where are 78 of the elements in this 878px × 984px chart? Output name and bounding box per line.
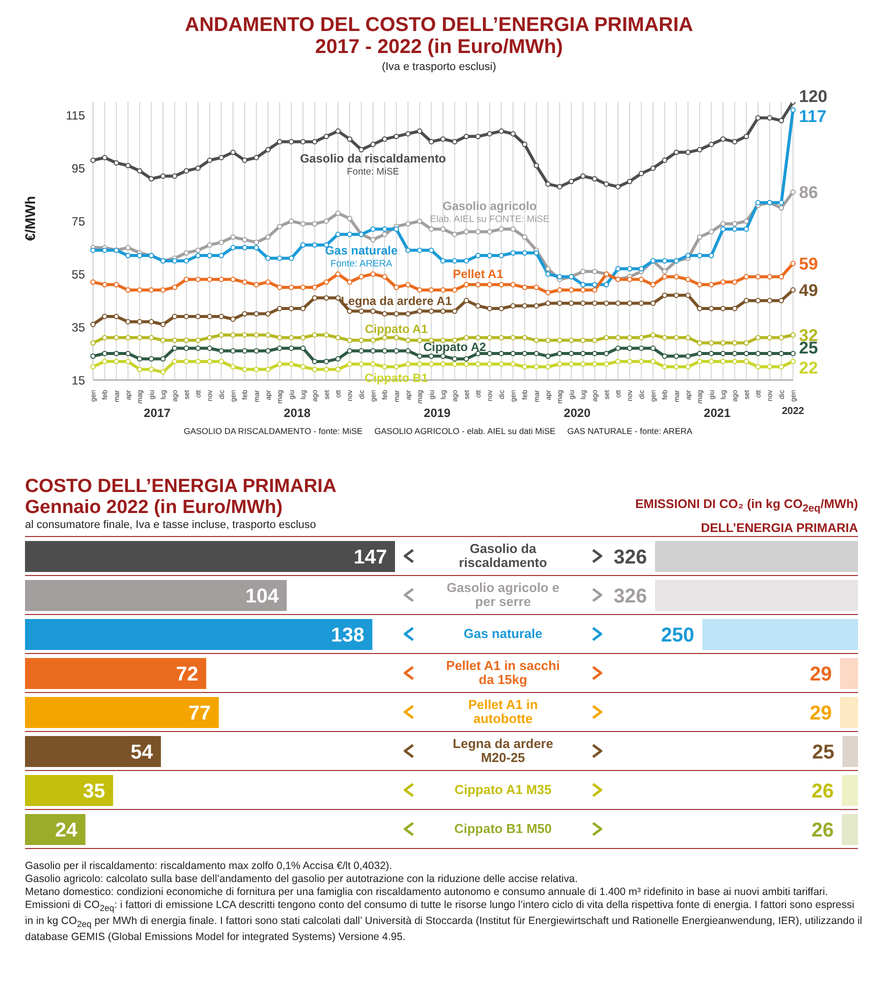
y-tick-label: 15 xyxy=(72,373,86,388)
bar xyxy=(842,814,858,845)
y-tick-label: Gas naturale xyxy=(462,626,544,641)
data-label: 326 xyxy=(614,546,647,569)
bar xyxy=(655,580,858,611)
bar xyxy=(25,814,86,845)
chart-title: EMISSIONI DI CO₂ (in kg CO$_{2eq}$/MWh) DELL’ENERGIA PRIMARIA xyxy=(634,496,858,536)
data-label: 117 xyxy=(799,106,826,126)
y-tick-label: 35 xyxy=(72,320,86,334)
bar xyxy=(840,658,858,689)
y-tick-label: Pellet A1 in sacchi da 15kg xyxy=(445,658,561,687)
series-label: Cippato A2 xyxy=(423,340,486,354)
annotation: Elab. AIEL su FONTE: MiSE xyxy=(430,214,550,226)
data-label: 22 xyxy=(799,358,818,378)
data-label: 77 xyxy=(188,702,211,725)
data-label: 54 xyxy=(130,742,154,764)
y-tick-label: 55 xyxy=(72,267,86,282)
y-tick-label: 95 xyxy=(72,161,86,176)
data-label: 26 xyxy=(812,780,834,803)
series-label: Cippato A1 xyxy=(364,322,428,336)
y-tick-label: 75 xyxy=(72,214,86,228)
series-label: Gasolio da riscaldamento xyxy=(300,152,446,166)
data-label: 104 xyxy=(245,586,280,608)
y-tick-label: Pellet A1 in autobotte xyxy=(467,697,539,726)
data-label: 24 xyxy=(55,820,78,842)
data-label: 29 xyxy=(810,702,832,725)
data-label: 147 xyxy=(354,546,387,569)
bar xyxy=(25,775,114,806)
y-tick-label: Cippato B1 M50 xyxy=(453,821,553,836)
series-label: Gas naturale xyxy=(324,244,398,258)
y-axis-title: €/MWh xyxy=(22,196,38,241)
text: Gasolio agricolo: calcolato sulla base dell’andamento del gasolio per autotrazione con la riduzione delle accise relativa. xyxy=(25,873,579,886)
chart-title: ANDAMENTO DEL COSTO DELL’ENERGIA PRIMARIA 2017 - 2022 (in Euro/MWh) xyxy=(184,14,694,58)
data-label: 26 xyxy=(812,820,834,842)
bar xyxy=(25,658,206,689)
y-tick-label: Gasolio da riscaldamento xyxy=(458,541,548,570)
data-label: 86 xyxy=(799,182,818,202)
data-label: 29 xyxy=(810,664,832,686)
annotation: Fonte: MiSE xyxy=(346,166,400,178)
data-label: 326 xyxy=(614,586,647,608)
text: 2021 xyxy=(702,406,732,420)
data-label: 25 xyxy=(812,742,834,764)
chart-subtitle: al consumatore finale, Iva e tasse incluse, trasporto escluso xyxy=(25,519,316,531)
data-label: 120 xyxy=(799,86,828,106)
bar xyxy=(840,697,858,728)
annotation: Fonte: ARERA xyxy=(330,258,393,270)
data-label: 138 xyxy=(330,624,364,647)
bar xyxy=(25,580,287,611)
bar xyxy=(702,619,858,650)
bar xyxy=(25,619,372,650)
bar xyxy=(842,775,858,806)
text: Metano domestico: condizioni economiche di fornitura per una famiglia con riscaldamento autonomo e consumo annuale di 1.400 m³ ridefinito in base ai nuovi ambiti tariffari. xyxy=(25,886,829,899)
text: Gasolio per il riscaldamento: riscaldamento max zolfo 0,1% Accisa €/lt 0,4032). xyxy=(25,860,394,873)
text: 2020 xyxy=(562,406,592,420)
bar xyxy=(25,541,395,572)
text: 2017 xyxy=(142,406,172,420)
data-label: 49 xyxy=(799,280,818,300)
data-label: 72 xyxy=(176,664,198,686)
series-label: Cippato B1 xyxy=(364,370,428,385)
y-tick-label: Gasolio agricolo e per serre xyxy=(446,580,560,609)
chart-subtitle: (Iva e trasporto esclusi) xyxy=(380,61,498,73)
data-label: 59 xyxy=(799,254,818,274)
bar xyxy=(25,736,161,767)
bar xyxy=(25,697,219,728)
text: GASOLIO DA RISCALDAMENTO - fonte: MiSE GASOLIO AGRICOLO - elab. AIEL su dati MiSE GAS NATURALE - fonte: ARERA xyxy=(182,426,694,436)
series-label: Pellet A1 xyxy=(452,266,504,281)
chart-title: COSTO DELL’ENERGIA PRIMARIA Gennaio 2022 (in Euro/MWh) xyxy=(25,476,336,518)
text: 2018 xyxy=(282,406,312,420)
text: Emissioni di CO$_{2eq}$: i fattori di emissione LCA descritti tengono conto del consumo di tutte le risorse lungo l’intero ciclo di vita della rispettiva fonte di energia. I fattori sono espressi in in kg CO$_{2eq}$ per MWh di energia finale. I fattori sono stati calcolati dall’ Università di Stoccarda (Institut für Energiewirtschaft und Rationelle Energieanwendung, IER), utilizzando il database GEMIS (Global Emissions Model for integrated Systems) Versione 4.95. xyxy=(25,899,862,944)
data-label: 250 xyxy=(660,624,694,647)
y-tick-label: 115 xyxy=(66,108,86,122)
y-tick-label: Cippato A1 M35 xyxy=(453,782,553,797)
text: 2022 xyxy=(780,406,806,417)
series-label: Gasolio agricolo xyxy=(442,198,537,213)
text: 2019 xyxy=(422,406,452,420)
bar xyxy=(842,736,858,767)
bar xyxy=(655,541,858,572)
y-tick-label: Legna da ardere M20-25 xyxy=(452,736,554,765)
